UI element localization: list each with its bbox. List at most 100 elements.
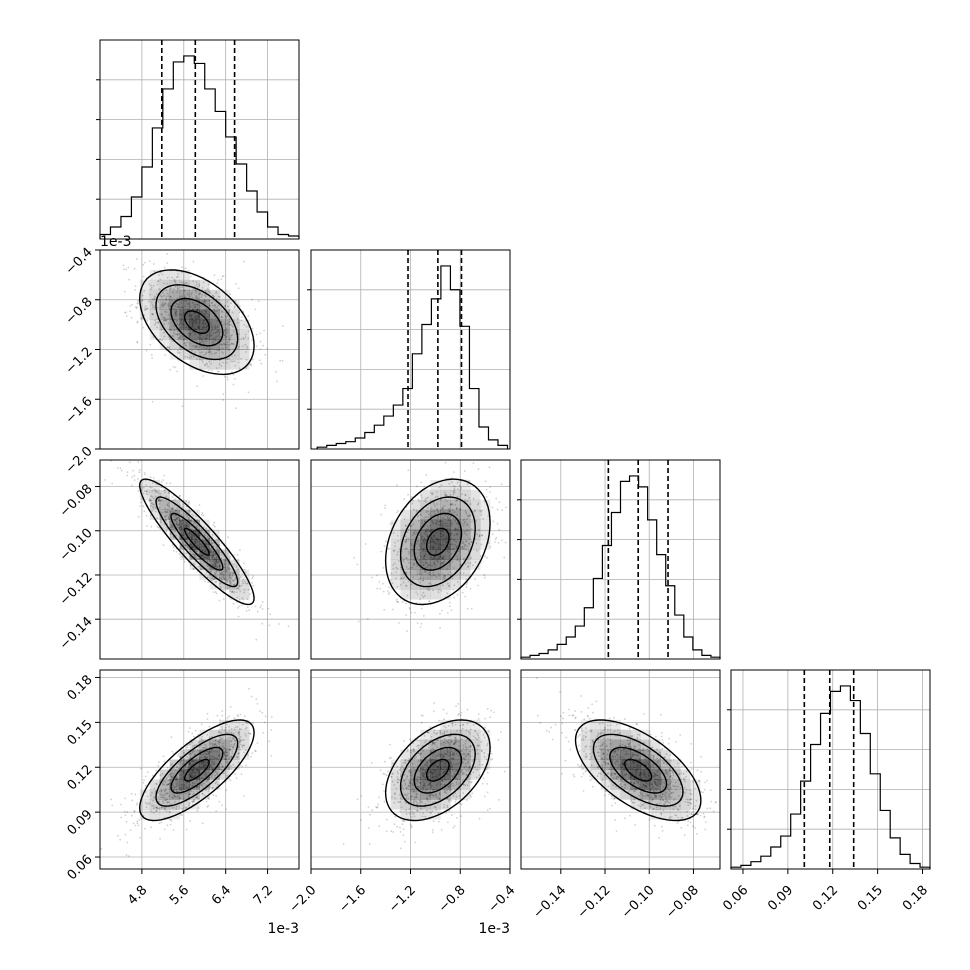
sample-point [172, 806, 174, 809]
sample-point [224, 558, 227, 560]
sample-point [150, 502, 153, 505]
sample-point [281, 359, 284, 362]
sample-point [133, 474, 136, 477]
sample-point [441, 561, 444, 564]
sample-point [444, 514, 447, 516]
sample-point [383, 790, 385, 792]
density-cell [239, 739, 250, 750]
sample-point [157, 321, 160, 324]
sample-point [189, 793, 192, 795]
sample-point [416, 745, 419, 748]
sample-point [197, 742, 200, 744]
sample-point [193, 553, 196, 556]
density-cell [169, 339, 180, 350]
sample-point [200, 300, 203, 303]
scatter-panel [310, 669, 511, 870]
contour-line [138, 269, 255, 376]
sample-point [268, 740, 271, 743]
sample-point [447, 741, 450, 744]
sample-point [465, 548, 467, 551]
sample-point [203, 782, 206, 785]
sample-point [150, 514, 152, 517]
sample-point [477, 752, 479, 755]
sample-point [230, 302, 232, 305]
sample-point [176, 285, 179, 288]
sample-point [397, 779, 400, 781]
sample-point [216, 714, 219, 717]
sample-point [219, 585, 222, 588]
sample-point [425, 789, 428, 792]
sample-point [226, 774, 228, 777]
sample-point [444, 494, 447, 497]
sample-point [435, 793, 437, 795]
sample-point [216, 773, 219, 776]
sample-point [404, 794, 407, 797]
sample-point [412, 767, 415, 769]
sample-point [165, 319, 168, 322]
sample-point [434, 756, 437, 759]
sample-point [161, 499, 164, 501]
sample-point [408, 808, 411, 810]
sample-point [417, 578, 420, 581]
sample-point [171, 526, 174, 528]
sample-point [406, 767, 408, 770]
sample-point [405, 602, 408, 605]
density-cell [229, 729, 240, 740]
density-cell [179, 349, 190, 360]
sample-point [186, 744, 189, 747]
density-cell [450, 759, 461, 770]
sample-point [437, 561, 440, 563]
sample-point [418, 500, 420, 503]
sample-point [187, 758, 190, 761]
sample-point [208, 725, 211, 728]
sample-point [411, 788, 414, 791]
sample-point [411, 502, 414, 505]
sample-point [452, 743, 455, 745]
sample-point [165, 289, 168, 292]
sample-point [225, 748, 228, 751]
sample-point [191, 732, 194, 735]
sample-point [175, 509, 178, 512]
sample-point [462, 524, 465, 527]
sample-point [472, 735, 475, 738]
sample-point [224, 578, 226, 581]
sample-point [205, 353, 207, 355]
sample-point [282, 325, 284, 328]
sample-point [446, 517, 449, 520]
sample-point [219, 582, 222, 584]
sample-point [443, 806, 445, 809]
sample-point [240, 319, 243, 322]
sample-point [100, 847, 103, 850]
sample-point [164, 793, 167, 795]
sample-point [486, 783, 489, 785]
sample-point [203, 534, 206, 537]
sample-point [248, 609, 251, 612]
sample-point [201, 351, 204, 353]
sample-point [469, 744, 472, 747]
sample-point [185, 828, 188, 831]
sample-point [226, 751, 228, 754]
sample-point [200, 345, 203, 347]
sample-point [215, 564, 218, 566]
sample-point [193, 798, 196, 801]
sample-point [443, 504, 446, 507]
sample-point [392, 772, 394, 775]
sample-point [149, 476, 152, 478]
sample-point [150, 504, 152, 507]
sample-point [485, 758, 488, 761]
histogram-step [99, 55, 300, 239]
sample-point [258, 710, 261, 712]
density-cell [229, 559, 240, 570]
sample-point [483, 574, 486, 577]
sample-point [141, 294, 144, 297]
sample-point [464, 745, 467, 748]
sample-point [179, 761, 182, 764]
density-cell [149, 779, 160, 790]
density-cell [460, 739, 471, 750]
sample-point [415, 796, 417, 799]
sample-point [418, 559, 420, 562]
sample-point [217, 558, 220, 561]
sample-point [195, 283, 198, 286]
sample-point [447, 821, 449, 824]
sample-point [401, 601, 404, 603]
